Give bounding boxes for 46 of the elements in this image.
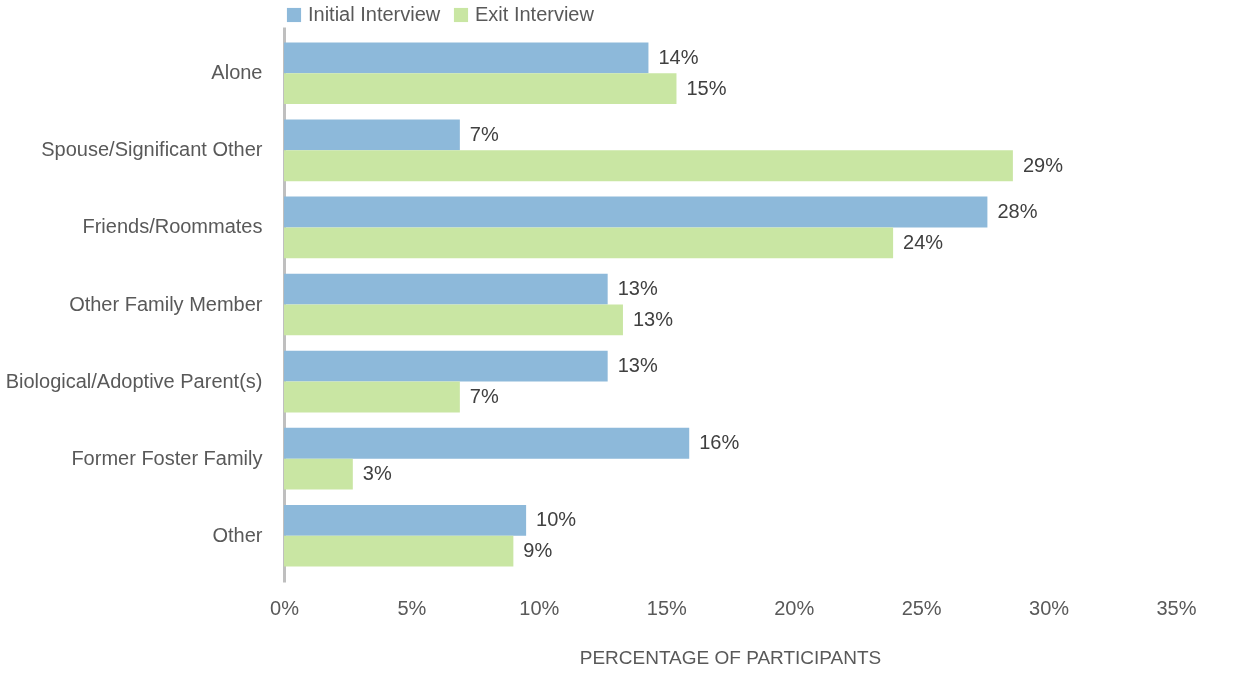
y-tick-label: Alone: [211, 61, 263, 84]
data-label: 28%: [997, 200, 1038, 222]
x-tick-label: 0%: [270, 596, 300, 619]
bar: [284, 196, 988, 228]
data-label: 9%: [523, 539, 553, 562]
data-label: 14%: [658, 45, 699, 68]
x-tick-label: 20%: [774, 596, 815, 619]
bar: [284, 42, 649, 74]
x-tick-label: 25%: [901, 596, 942, 619]
x-tick-label: 5%: [397, 596, 427, 619]
bar: [284, 458, 353, 490]
data-label: 10%: [536, 508, 577, 531]
legend-label: Exit Interview: [475, 3, 595, 25]
y-tick-label: Other: [212, 523, 263, 546]
bar: [284, 535, 514, 567]
y-tick-label: Friends/Roommates: [82, 215, 263, 238]
data-label: 15%: [686, 76, 727, 99]
x-tick-label: 15%: [646, 596, 688, 619]
data-label: 7%: [469, 122, 499, 145]
bar: [284, 304, 623, 336]
bar: [284, 504, 527, 536]
data-label: 24%: [903, 230, 944, 253]
data-label: 29%: [1022, 153, 1064, 176]
y-tick-label: Biological/Adoptive Parent(s): [5, 369, 263, 392]
data-label: 3%: [362, 462, 392, 485]
data-label: 13%: [617, 277, 658, 300]
data-label: 16%: [699, 431, 740, 454]
bar: [284, 119, 460, 151]
data-label: 7%: [469, 385, 499, 407]
bar: [284, 150, 1013, 182]
bar: [284, 227, 894, 259]
x-tick-label: 35%: [1156, 596, 1197, 619]
x-tick-label: 30%: [1029, 596, 1070, 619]
bar: [284, 273, 608, 305]
y-tick-label: Former Foster Family: [71, 446, 263, 469]
data-label: 13%: [617, 354, 658, 377]
bar: [284, 381, 460, 413]
x-tick-label: 10%: [519, 596, 560, 619]
bar: [284, 73, 677, 105]
x-axis-title: PERCENTAGE OF PARTICIPANTS: [579, 646, 882, 668]
legend-label: Initial Interview: [308, 3, 441, 25]
bar: [284, 350, 608, 382]
y-tick-label: Other Family Member: [69, 292, 263, 315]
bar: [284, 427, 690, 459]
data-label: 13%: [632, 307, 674, 330]
y-tick-label: Spouse/Significant Other: [41, 138, 263, 161]
